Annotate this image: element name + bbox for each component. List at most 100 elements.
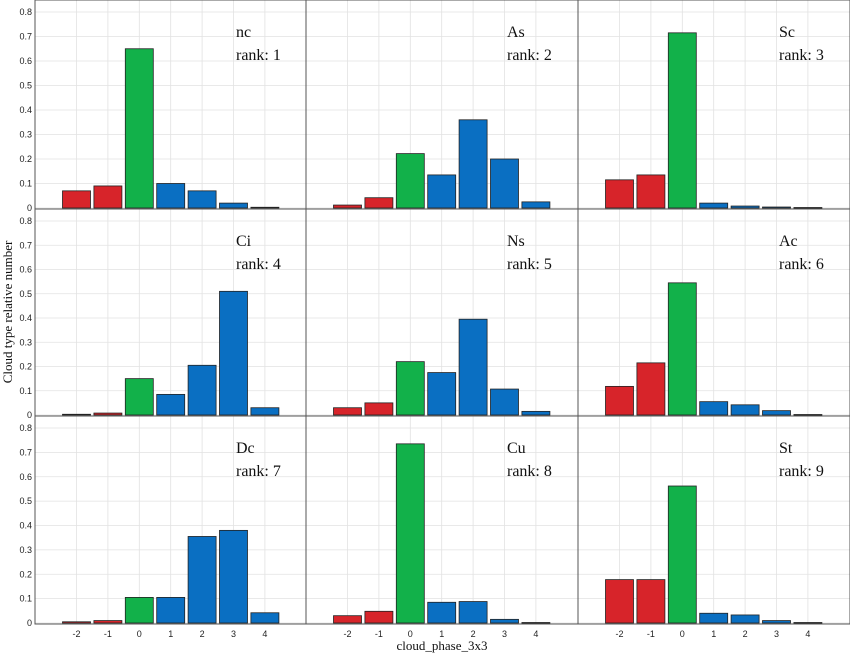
- panel-title: St: [779, 440, 793, 457]
- bar-nc-2: [187, 190, 217, 209]
- bar-Ac--2: [605, 385, 634, 416]
- bar-As-3: [490, 158, 519, 209]
- y-tick-label: 0.5: [19, 289, 32, 299]
- bar-Ac-2: [730, 404, 760, 416]
- bar-Ns-2: [458, 318, 488, 416]
- panel-Ns: Ns rank: 5: [305, 208, 579, 417]
- y-tick-label: 0.2: [19, 362, 32, 372]
- panel-grid: 0 0.1 0.2 0.3 0.4 0.5 0.6 0.7 0.8 nc rank: 1 As rank…: [19, 0, 850, 639]
- panel-rank-label: rank: 7: [236, 463, 281, 480]
- bar-St-1: [699, 612, 729, 624]
- bar-Ci-0: [124, 378, 154, 416]
- bar-Dc-2: [187, 536, 217, 624]
- y-tick-label: 0.3: [19, 130, 32, 140]
- y-tick-label: 0.2: [19, 154, 32, 164]
- bar-Cu-4: [521, 622, 551, 624]
- y-axis-label: Cloud type relative number: [0, 240, 15, 383]
- bar-Sc-3: [762, 206, 791, 209]
- panel-nc: 0 0.1 0.2 0.3 0.4 0.5 0.6 0.7 0.8 nc rank: 1: [19, 0, 307, 213]
- bar-nc--1: [93, 185, 123, 209]
- x-tick-label: 0: [408, 629, 413, 639]
- panel-title: As: [507, 24, 525, 41]
- bar-Dc--2: [62, 621, 91, 624]
- y-tick-label: 0.7: [19, 240, 32, 250]
- panel-rank-label: rank: 5: [507, 256, 552, 273]
- bar-Ci-1: [156, 393, 186, 416]
- x-tick-label: -2: [72, 629, 80, 639]
- bar-Ac-4: [793, 414, 823, 416]
- x-tick-label: 2: [200, 629, 205, 639]
- y-tick-label: 0.1: [19, 179, 32, 189]
- x-tick-label: 4: [533, 629, 538, 639]
- x-tick-label: -1: [375, 629, 383, 639]
- x-tick-label: 1: [711, 629, 716, 639]
- bar-Sc-2: [730, 205, 760, 209]
- panel-rank-label: rank: 9: [779, 463, 824, 480]
- bar-nc-4: [250, 206, 280, 209]
- bar-Cu-3: [490, 618, 519, 624]
- panel-Dc: 0 0.1 0.2 0.3 0.4 0.5 0.6 0.7 0.8 -2 -1 0 1 2 3 4 Dc rank…: [19, 415, 307, 639]
- bar-Sc--1: [636, 174, 666, 209]
- bar-Ac-0: [667, 282, 697, 416]
- bar-St-0: [667, 485, 697, 624]
- panel-title: Cu: [507, 440, 526, 457]
- x-tick-label: -1: [104, 629, 112, 639]
- bar-St-3: [762, 620, 791, 624]
- bar-nc-1: [156, 183, 186, 209]
- bar-Ci-4: [250, 407, 280, 416]
- bar-As--2: [333, 204, 362, 209]
- x-tick-label: -2: [615, 629, 623, 639]
- bar-Dc-4: [250, 612, 280, 624]
- panel-As: As rank: 2: [305, 0, 579, 210]
- x-tick-label: 3: [502, 629, 507, 639]
- x-tick-label: 1: [168, 629, 173, 639]
- panel-Ci: 0 0.1 0.2 0.3 0.4 0.5 0.6 0.7 0.8 Ci rank: 4: [19, 208, 307, 420]
- bar-Ns-4: [521, 410, 551, 416]
- panel-rank-label: rank: 1: [236, 47, 281, 64]
- y-tick-label: 0.1: [19, 594, 32, 604]
- bar-As-0: [395, 153, 425, 209]
- x-tick-label: 2: [743, 629, 748, 639]
- x-tick-label: -1: [647, 629, 655, 639]
- y-tick-label: 0.8: [19, 216, 32, 226]
- panel-rank-label: rank: 4: [236, 256, 281, 273]
- bar-Sc-4: [793, 207, 823, 209]
- y-tick-label: 0.6: [19, 265, 32, 275]
- bar-Cu--2: [333, 615, 362, 624]
- panel-St: -2 -1 0 1 2 3 4 St rank: 9: [577, 415, 850, 639]
- bar-Cu-0: [395, 443, 425, 624]
- bar-nc--2: [62, 190, 91, 209]
- panel-frame: [577, 415, 850, 625]
- bar-Dc--1: [93, 620, 123, 624]
- panel-Ac: Ac rank: 6: [577, 208, 850, 417]
- panel-rank-label: rank: 2: [507, 47, 552, 64]
- bar-Cu-1: [427, 601, 457, 624]
- bar-As-1: [427, 174, 457, 209]
- panel-title: Ns: [507, 233, 525, 250]
- bar-Sc-1: [699, 202, 729, 209]
- bar-nc-0: [124, 48, 154, 209]
- y-tick-label: 0.4: [19, 521, 32, 531]
- x-tick-label: 4: [262, 629, 267, 639]
- bar-As-4: [521, 201, 551, 209]
- x-axis-label: cloud_phase_3x3: [397, 638, 488, 653]
- bar-As-2: [458, 119, 488, 209]
- bar-Ci-2: [187, 364, 217, 416]
- bar-Ns--1: [364, 402, 394, 416]
- y-tick-label: 0.5: [19, 496, 32, 506]
- bar-Dc-1: [156, 597, 186, 624]
- y-tick-label: 0.6: [19, 56, 32, 66]
- panel-Sc: Sc rank: 3: [577, 0, 850, 210]
- x-tick-label: 0: [137, 629, 142, 639]
- bar-Sc--2: [605, 179, 634, 209]
- panel-title: nc: [236, 24, 251, 41]
- bar-Dc-0: [124, 597, 154, 624]
- bar-Dc-3: [219, 529, 248, 624]
- bar-Ci-3: [219, 290, 248, 416]
- bar-Cu--1: [364, 610, 394, 624]
- x-tick-label: 2: [471, 629, 476, 639]
- x-tick-label: 0: [680, 629, 685, 639]
- panel-rank-label: rank: 6: [779, 256, 824, 273]
- bar-Ci--2: [62, 413, 91, 416]
